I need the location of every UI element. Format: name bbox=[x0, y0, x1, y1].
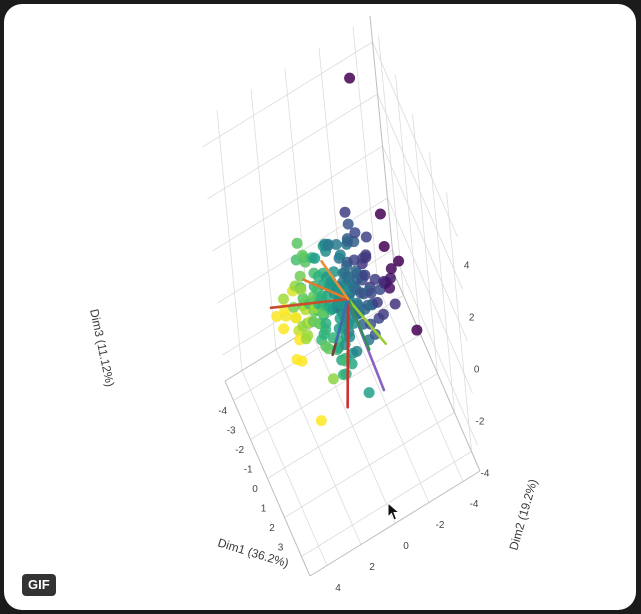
y-tick-label: -4 bbox=[218, 406, 227, 417]
data-point[interactable] bbox=[320, 318, 332, 329]
data-point[interactable] bbox=[271, 310, 283, 322]
loading-vector bbox=[334, 297, 350, 344]
grid-line bbox=[207, 93, 378, 200]
data-point[interactable] bbox=[411, 324, 423, 336]
y-tick-label: -3 bbox=[227, 425, 236, 436]
grid-line bbox=[372, 41, 458, 238]
x-tick-label: -2 bbox=[436, 520, 445, 531]
z-tick-label: -2 bbox=[475, 416, 484, 427]
data-point[interactable] bbox=[359, 269, 371, 281]
loading-vector bbox=[346, 297, 371, 351]
data-point[interactable] bbox=[315, 415, 327, 427]
loading-vector bbox=[320, 259, 350, 301]
data-point[interactable] bbox=[296, 355, 308, 367]
y-axis-title: Dim2 (19.2%) bbox=[506, 477, 540, 551]
z-tick-label: 4 bbox=[464, 260, 470, 271]
data-point[interactable] bbox=[360, 231, 372, 243]
data-point[interactable] bbox=[291, 237, 303, 249]
grid-line bbox=[241, 370, 328, 566]
data-point[interactable] bbox=[384, 282, 396, 294]
x-axis-title: Dim1 (36.2%) bbox=[216, 535, 290, 570]
z-axis-title: Dim3 (11.12%) bbox=[87, 308, 117, 388]
grid-line bbox=[446, 191, 472, 452]
data-point[interactable] bbox=[322, 238, 334, 250]
data-point[interactable] bbox=[302, 330, 314, 341]
mouse-cursor-icon bbox=[387, 502, 401, 521]
data-point[interactable] bbox=[328, 373, 339, 385]
x-tick-label: 4 bbox=[335, 583, 341, 594]
grid-edge bbox=[394, 275, 481, 472]
grid-line bbox=[377, 93, 463, 290]
data-point[interactable] bbox=[377, 308, 389, 320]
grid-line bbox=[429, 152, 455, 413]
data-point[interactable] bbox=[348, 236, 360, 248]
data-point[interactable] bbox=[349, 227, 361, 239]
y-tick-label: 3 bbox=[278, 542, 284, 553]
data-point[interactable] bbox=[342, 218, 354, 230]
data-point[interactable] bbox=[363, 387, 375, 399]
grid-line bbox=[216, 110, 243, 371]
data-point[interactable] bbox=[340, 368, 352, 380]
data-point[interactable] bbox=[344, 331, 356, 343]
x-tick-label: -4 bbox=[470, 499, 479, 510]
x-tick-label: 2 bbox=[369, 562, 375, 573]
z-tick-label: 2 bbox=[469, 312, 475, 323]
data-point[interactable] bbox=[393, 255, 405, 267]
data-point[interactable] bbox=[278, 323, 290, 335]
data-point[interactable] bbox=[365, 287, 377, 299]
data-point[interactable] bbox=[351, 345, 363, 357]
data-point[interactable] bbox=[344, 72, 356, 84]
data-point[interactable] bbox=[374, 208, 386, 220]
y-tick-label: 2 bbox=[269, 523, 275, 534]
y-tick-label: -1 bbox=[244, 464, 253, 475]
grid-edge bbox=[369, 15, 396, 277]
y-tick-label: 0 bbox=[252, 484, 258, 495]
loading-vector bbox=[302, 278, 350, 301]
data-point[interactable] bbox=[278, 293, 289, 305]
loading-vectors bbox=[269, 259, 388, 409]
grid-edge bbox=[224, 380, 311, 577]
x-tick-label: 0 bbox=[403, 541, 409, 552]
z-tick-label: -4 bbox=[480, 468, 489, 479]
data-point[interactable] bbox=[323, 343, 335, 355]
data-point[interactable] bbox=[369, 328, 381, 340]
grid-line bbox=[284, 412, 455, 518]
data-point[interactable] bbox=[295, 284, 307, 296]
data-point[interactable] bbox=[384, 272, 396, 284]
data-point[interactable] bbox=[339, 206, 351, 218]
data-point[interactable] bbox=[346, 358, 358, 370]
grid-line bbox=[301, 451, 472, 557]
data-point[interactable] bbox=[385, 263, 397, 275]
grid-edge bbox=[309, 470, 481, 577]
data-point[interactable] bbox=[334, 249, 346, 261]
data-point[interactable] bbox=[360, 249, 372, 261]
data-point[interactable] bbox=[378, 241, 390, 252]
grid bbox=[202, 15, 481, 577]
gif-badge: GIF bbox=[22, 574, 56, 596]
grid-line bbox=[275, 349, 362, 545]
grid-line bbox=[267, 373, 438, 479]
data-point[interactable] bbox=[309, 252, 321, 264]
data-point[interactable] bbox=[290, 312, 302, 324]
loading-vector bbox=[269, 297, 350, 310]
data-point[interactable] bbox=[389, 298, 401, 310]
data-point[interactable] bbox=[369, 273, 381, 285]
grid-line bbox=[382, 145, 468, 342]
grid-line bbox=[250, 89, 277, 350]
data-point[interactable] bbox=[330, 239, 342, 250]
y-tick-label: -2 bbox=[235, 445, 244, 456]
grid-line bbox=[284, 68, 311, 329]
data-point[interactable] bbox=[371, 296, 383, 308]
loading-vector bbox=[346, 297, 388, 346]
grid-line bbox=[202, 41, 373, 148]
y-tick-label: 1 bbox=[261, 503, 267, 514]
z-tick-label: 0 bbox=[474, 364, 480, 375]
chart-card: 4 2 0 -2 -4 -4 -3 -2 -1 0 1 2 3 4 2 0 -2 -4 Dim1 (36.2%) … bbox=[4, 4, 636, 610]
